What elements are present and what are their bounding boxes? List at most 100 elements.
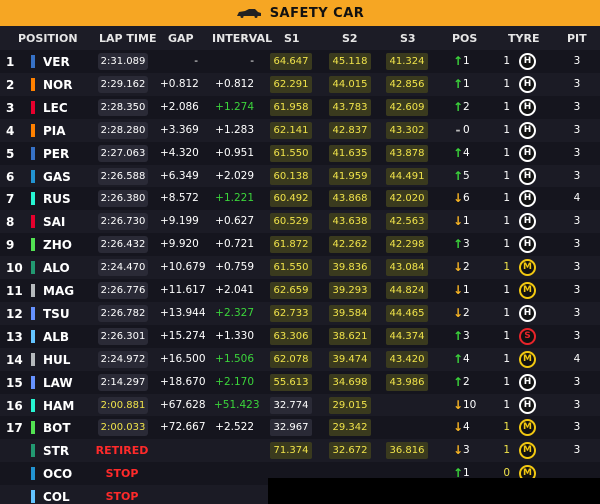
driver-code[interactable]: BOT: [43, 421, 71, 436]
header-s3: S3: [400, 32, 416, 45]
gap-value: +2.086: [160, 100, 199, 113]
driver-row[interactable]: 2 NOR 2:29.162 +0.812 +0.812 62.291 44.015 42.8…: [0, 72, 600, 96]
sector-s2: 42.262: [329, 236, 371, 254]
position-change: 1: [463, 467, 470, 480]
tyre-stint-count: 1: [503, 329, 510, 342]
driver-code[interactable]: ALB: [43, 329, 70, 344]
tyre-stint-count: 1: [503, 169, 510, 182]
pit-stop-count: 3: [573, 398, 581, 411]
driver-code[interactable]: OCO: [43, 467, 73, 482]
tyre-stint-count: 1: [503, 444, 510, 457]
sector-s3: 42.298: [386, 236, 428, 254]
driver-row[interactable]: 15 LAW 2:14.297 +18.670 +2.170 55.613 34.698 43…: [0, 370, 600, 394]
position-change: 0: [463, 123, 470, 136]
driver-code[interactable]: NOR: [43, 77, 73, 92]
driver-row[interactable]: 16 HAM 2:00.881 +67.628 +51.423 32.774 29.015 ↓…: [0, 393, 600, 417]
tyre-stint-count: 1: [503, 284, 510, 296]
pit-stop-count: 3: [573, 306, 581, 319]
driver-code[interactable]: LAW: [43, 375, 73, 390]
driver-row[interactable]: 6 GAS 2:26.588 +6.349 +2.029 60.138 41.959 44.4…: [0, 164, 600, 188]
lap-time: 2:27.063: [98, 144, 148, 162]
driver-code[interactable]: VER: [43, 55, 70, 69]
driver-code[interactable]: HAM: [43, 398, 75, 413]
interval-value: +2.327: [215, 306, 254, 319]
sector-s1: 61.872: [270, 236, 312, 254]
driver-code[interactable]: RUS: [43, 192, 71, 207]
header-lap-time: LAP TIME: [99, 32, 157, 45]
lap-time: 2:26.588: [98, 167, 148, 185]
interval-value: +1.274: [215, 100, 254, 113]
gap-value: +67.628: [160, 398, 206, 411]
driver-row[interactable]: 8 SAI 2:26.730 +9.199 +0.627 60.529 43.638 42.5…: [0, 210, 600, 234]
driver-code[interactable]: MAG: [43, 284, 75, 298]
position-change: 10: [463, 398, 477, 411]
driver-row[interactable]: 7 RUS 2:26.380 +8.572 +1.221 60.492 43.868 42.0…: [0, 187, 600, 211]
lap-time: 2:14.297: [98, 373, 148, 391]
team-color-bar: [31, 215, 35, 229]
position-number: 4: [6, 123, 15, 138]
lap-time: 2:28.350: [98, 98, 148, 116]
tyre-stint-count: 1: [503, 146, 510, 159]
position-number: 2: [6, 77, 15, 92]
pit-stop-count: 3: [573, 375, 581, 388]
driver-row[interactable]: 12 TSU 2:26.782 +13.944 +2.327 62.733 39.584 44…: [0, 301, 600, 325]
position-number: 10: [6, 261, 23, 276]
lap-time: 2:29.162: [98, 75, 148, 93]
pit-stop-count: 3: [573, 77, 581, 90]
header-pit: PIT: [567, 32, 587, 45]
position-change-arrow-icon: ↑: [452, 466, 464, 481]
sector-s3: 44.491: [386, 167, 428, 185]
driver-row[interactable]: 9 ZHO 2:26.432 +9.920 +0.721 61.872 42.262 42.2…: [0, 233, 600, 257]
interval-value: +2.170: [215, 375, 254, 388]
gap-value: +72.667: [160, 421, 206, 434]
gap-value: +9.199: [160, 215, 199, 228]
team-color-bar: [31, 352, 35, 366]
position-change: 1: [463, 215, 470, 228]
header-interval: INTERVAL: [212, 32, 273, 45]
driver-code[interactable]: GAS: [43, 169, 71, 184]
tyre-stint-count: 1: [503, 215, 510, 228]
tyre-stint-count: 1: [503, 55, 510, 67]
driver-row[interactable]: 4 PIA 2:28.280 +3.369 +1.283 62.141 42.837 43.3…: [0, 118, 600, 142]
position-change: 4: [463, 352, 470, 365]
driver-code[interactable]: TSU: [43, 306, 70, 321]
lap-time: 2:26.776: [98, 282, 148, 299]
sector-s3: 36.816: [386, 442, 428, 460]
driver-row[interactable]: 11 MAG 2:26.776 +11.617 +2.041 62.659 39.293 44…: [0, 279, 600, 302]
sector-s2: 39.584: [329, 304, 371, 322]
team-color-bar: [31, 100, 35, 114]
pit-stop-count: 3: [573, 100, 581, 113]
driver-code[interactable]: PIA: [43, 123, 66, 138]
interval-value: +0.627: [215, 215, 254, 228]
team-color-bar: [31, 467, 35, 481]
driver-code[interactable]: PER: [43, 146, 70, 161]
driver-row[interactable]: 5 PER 2:27.063 +4.320 +0.951 61.550 41.635 43.8…: [0, 141, 600, 165]
driver-row[interactable]: 17 BOT 2:00.033 +72.667 +2.522 32.967 29.342 ↓ 4…: [0, 416, 600, 440]
driver-code[interactable]: LEC: [43, 100, 68, 115]
driver-code[interactable]: HUL: [43, 352, 71, 367]
sector-s1: 63.306: [270, 327, 312, 345]
sector-s3: [386, 419, 428, 436]
driver-code[interactable]: COL: [43, 490, 70, 504]
sector-s3: 44.465: [386, 304, 428, 322]
pit-stop-count: 4: [573, 352, 581, 365]
driver-code[interactable]: ALO: [43, 261, 70, 276]
sector-s2: 38.621: [329, 327, 371, 345]
driver-row[interactable]: 14 HUL 2:24.972 +16.500 +1.506 62.078 39.474 43…: [0, 347, 600, 371]
tyre-compound-icon: M: [519, 350, 536, 368]
driver-row[interactable]: 10 ALO 2:24.470 +10.679 +0.759 61.550 39.836 43…: [0, 256, 600, 280]
sector-s1: 62.078: [270, 350, 312, 368]
driver-code[interactable]: ZHO: [43, 238, 72, 253]
driver-row[interactable]: 3 LEC 2:28.350 +2.086 +1.274 61.958 43.783 42.6…: [0, 95, 600, 119]
driver-row[interactable]: STR RETIRED 71.374 32.672 36.816 ↓ 3 1 M 3: [0, 439, 600, 463]
tyre-stint-count: 1: [503, 375, 510, 388]
pit-stop-count: 3: [573, 238, 581, 251]
driver-code[interactable]: SAI: [43, 215, 66, 230]
sector-s1: 62.733: [270, 304, 312, 322]
sector-s2: 44.015: [329, 75, 371, 93]
driver-row[interactable]: 13 ALB 2:26.301 +15.274 +1.330 63.306 38.621 44…: [0, 324, 600, 348]
driver-row[interactable]: 1 VER 2:31.089- -64.647 45.118 41.324 ↑ 1 1 H 3: [0, 50, 600, 73]
driver-code[interactable]: STR: [43, 444, 70, 459]
gap-value: +4.320: [160, 146, 199, 159]
